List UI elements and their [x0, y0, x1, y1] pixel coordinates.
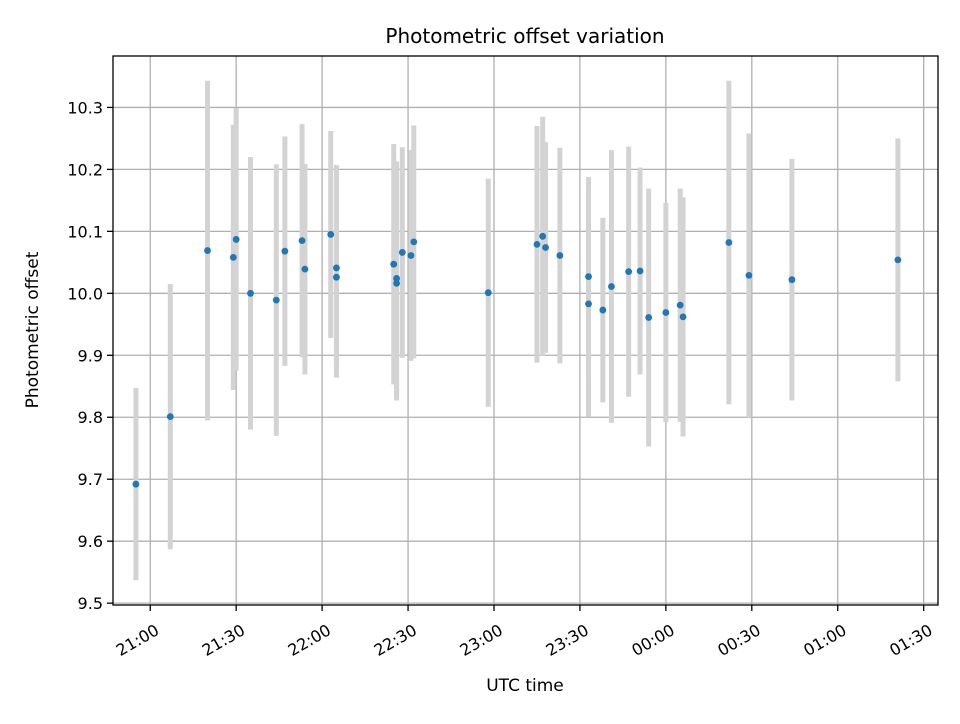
- data-point: [232, 236, 240, 243]
- data-point: [247, 289, 254, 297]
- data-point: [662, 309, 670, 316]
- x-axis-label: UTC time: [486, 676, 564, 696]
- grid: [113, 56, 938, 605]
- data-point: [556, 252, 564, 259]
- data-point: [539, 232, 547, 240]
- y-axis-ticks: 9.5 9.6 9.7 9.8 9.9 10.0 10.1 10.2 10.3: [67, 98, 113, 613]
- y-tick-label: 10.3: [67, 98, 103, 117]
- data-point: [608, 283, 615, 290]
- data-point: [599, 306, 607, 314]
- y-tick-label: 10.2: [67, 160, 103, 179]
- data-point: [281, 247, 289, 255]
- data-point: [625, 268, 633, 276]
- data-point: [542, 244, 549, 251]
- y-tick-label: 10.1: [67, 222, 103, 241]
- data-point: [533, 240, 541, 248]
- data-point: [398, 249, 406, 256]
- data-point: [636, 267, 644, 275]
- y-tick-label: 9.9: [78, 346, 103, 365]
- data-point: [585, 273, 592, 280]
- data-point: [272, 296, 280, 304]
- y-tick-label: 9.8: [78, 408, 103, 427]
- data-point: [166, 413, 174, 421]
- data-point: [679, 313, 687, 321]
- y-tick-label: 9.5: [78, 594, 103, 613]
- data-point: [645, 314, 653, 321]
- chart-title: Photometric offset variation: [385, 24, 664, 48]
- data-point: [788, 276, 796, 284]
- y-tick-label: 10.0: [67, 284, 103, 303]
- data-point: [393, 280, 400, 287]
- data-point: [298, 237, 306, 245]
- data-point: [894, 256, 902, 264]
- data-point: [725, 239, 733, 246]
- data-point: [333, 264, 340, 272]
- y-tick-label: 9.7: [78, 470, 103, 489]
- data-point: [484, 289, 492, 297]
- data-points: [132, 231, 902, 488]
- data-point: [585, 300, 592, 308]
- data-point: [132, 480, 140, 488]
- data-point: [333, 273, 340, 281]
- data-point: [407, 252, 415, 259]
- data-point: [676, 301, 684, 309]
- data-point: [327, 231, 335, 238]
- y-axis-label: Photometric offset: [23, 251, 43, 408]
- data-point: [204, 247, 211, 254]
- y-tick-label: 9.6: [78, 532, 103, 551]
- data-point: [229, 253, 237, 261]
- data-point: [301, 265, 309, 273]
- data-point: [393, 275, 400, 282]
- plot-frame: [112, 55, 939, 606]
- data-point: [390, 260, 398, 268]
- data-point: [745, 271, 753, 279]
- data-point: [410, 238, 418, 246]
